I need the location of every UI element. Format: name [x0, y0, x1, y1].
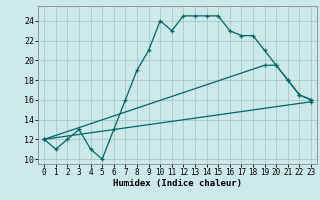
X-axis label: Humidex (Indice chaleur): Humidex (Indice chaleur): [113, 179, 242, 188]
